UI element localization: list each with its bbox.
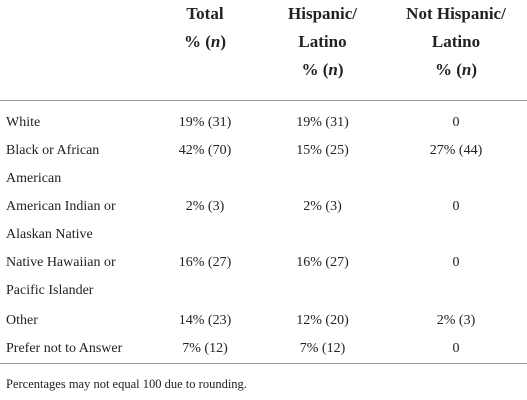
header-text: )	[471, 60, 478, 79]
header-line: % (n)	[150, 28, 260, 56]
row-label: Other	[6, 313, 38, 328]
cell-value: 16% (27)	[178, 255, 232, 270]
header-text: n	[461, 60, 472, 79]
table-row: Prefer not to Answer 7% (12) 7% (12) 0	[0, 335, 527, 364]
header-cell	[0, 0, 150, 101]
header-text: )	[220, 32, 227, 51]
header-line: Latino	[385, 28, 527, 56]
table-row: Other 14% (23) 12% (20) 2% (3)	[0, 305, 527, 335]
header-line: % (n)	[260, 56, 385, 84]
table-body: White 19% (31) 19% (31) 0 Black or African A…	[0, 101, 527, 364]
header-text: % (	[434, 60, 462, 79]
header-text: n	[210, 32, 221, 51]
cell-value: 14% (23)	[178, 313, 232, 328]
cell-value: 27% (44)	[429, 143, 483, 158]
cell-value: 7% (12)	[150, 335, 260, 364]
cell-value: 15% (25)	[296, 143, 349, 158]
table-row: American Indian or Alaskan Native 2% (3) 2…	[0, 193, 527, 249]
header-line: Total	[150, 0, 260, 28]
cell-value: 2% (3)	[436, 313, 476, 328]
header-text: Hispanic/	[288, 4, 357, 23]
header-cell: Not Hispanic/Latino % (n)	[385, 0, 527, 101]
cell-value: 19% (31)	[178, 115, 232, 130]
table-row: Native Hawaiian or Pacific Islander 16% (…	[0, 249, 527, 305]
cell-value: 7% (12)	[260, 335, 385, 364]
row-label: Black or African American	[6, 143, 100, 186]
header-row: Total% (n) Hispanic/Latino% (n) Not Hispan…	[0, 0, 527, 101]
row-label: Prefer not to Answer	[0, 335, 150, 364]
table-row: White 19% (31) 19% (31) 0	[0, 101, 527, 138]
header-line: Latino	[260, 28, 385, 56]
header-cell: Hispanic/Latino % (n)	[260, 0, 385, 101]
cell-value: 2% (3)	[303, 199, 342, 214]
data-table: Total% (n) Hispanic/Latino% (n) Not Hispan…	[0, 0, 527, 364]
header-text: )	[337, 60, 344, 79]
cell-value: 2% (3)	[185, 199, 225, 214]
table-row: Black or African American 42% (70) 15% (25…	[0, 137, 527, 193]
header-text: Total	[186, 4, 224, 23]
header-text: Latino	[298, 32, 347, 51]
header-text: % (	[301, 60, 329, 79]
cell-value: 19% (31)	[296, 115, 349, 130]
row-label: White	[6, 115, 41, 130]
cell-value: 0	[385, 335, 527, 364]
row-label: American Indian or Alaskan Native	[6, 199, 116, 242]
cell-value: 16% (27)	[296, 255, 349, 270]
header-text: Not Hispanic/	[406, 4, 506, 23]
cell-value: 0	[452, 255, 460, 270]
header-text: Latino	[431, 32, 481, 51]
header-text: % (	[183, 32, 211, 51]
header-text: n	[328, 60, 338, 79]
header-cell: Total % (n)	[150, 0, 260, 101]
cell-value: 0	[452, 115, 460, 130]
header-line: Hispanic/	[260, 0, 385, 28]
footnote: Percentages may not equal 100 due to rou…	[6, 377, 247, 391]
header-line: % (n)	[385, 56, 527, 84]
cell-value: 0	[452, 199, 460, 214]
header-line: Not Hispanic/	[385, 0, 527, 28]
cell-value: 12% (20)	[296, 313, 349, 328]
cell-value: 42% (70)	[178, 143, 232, 158]
row-label: Native Hawaiian or Pacific Islander	[6, 255, 116, 298]
